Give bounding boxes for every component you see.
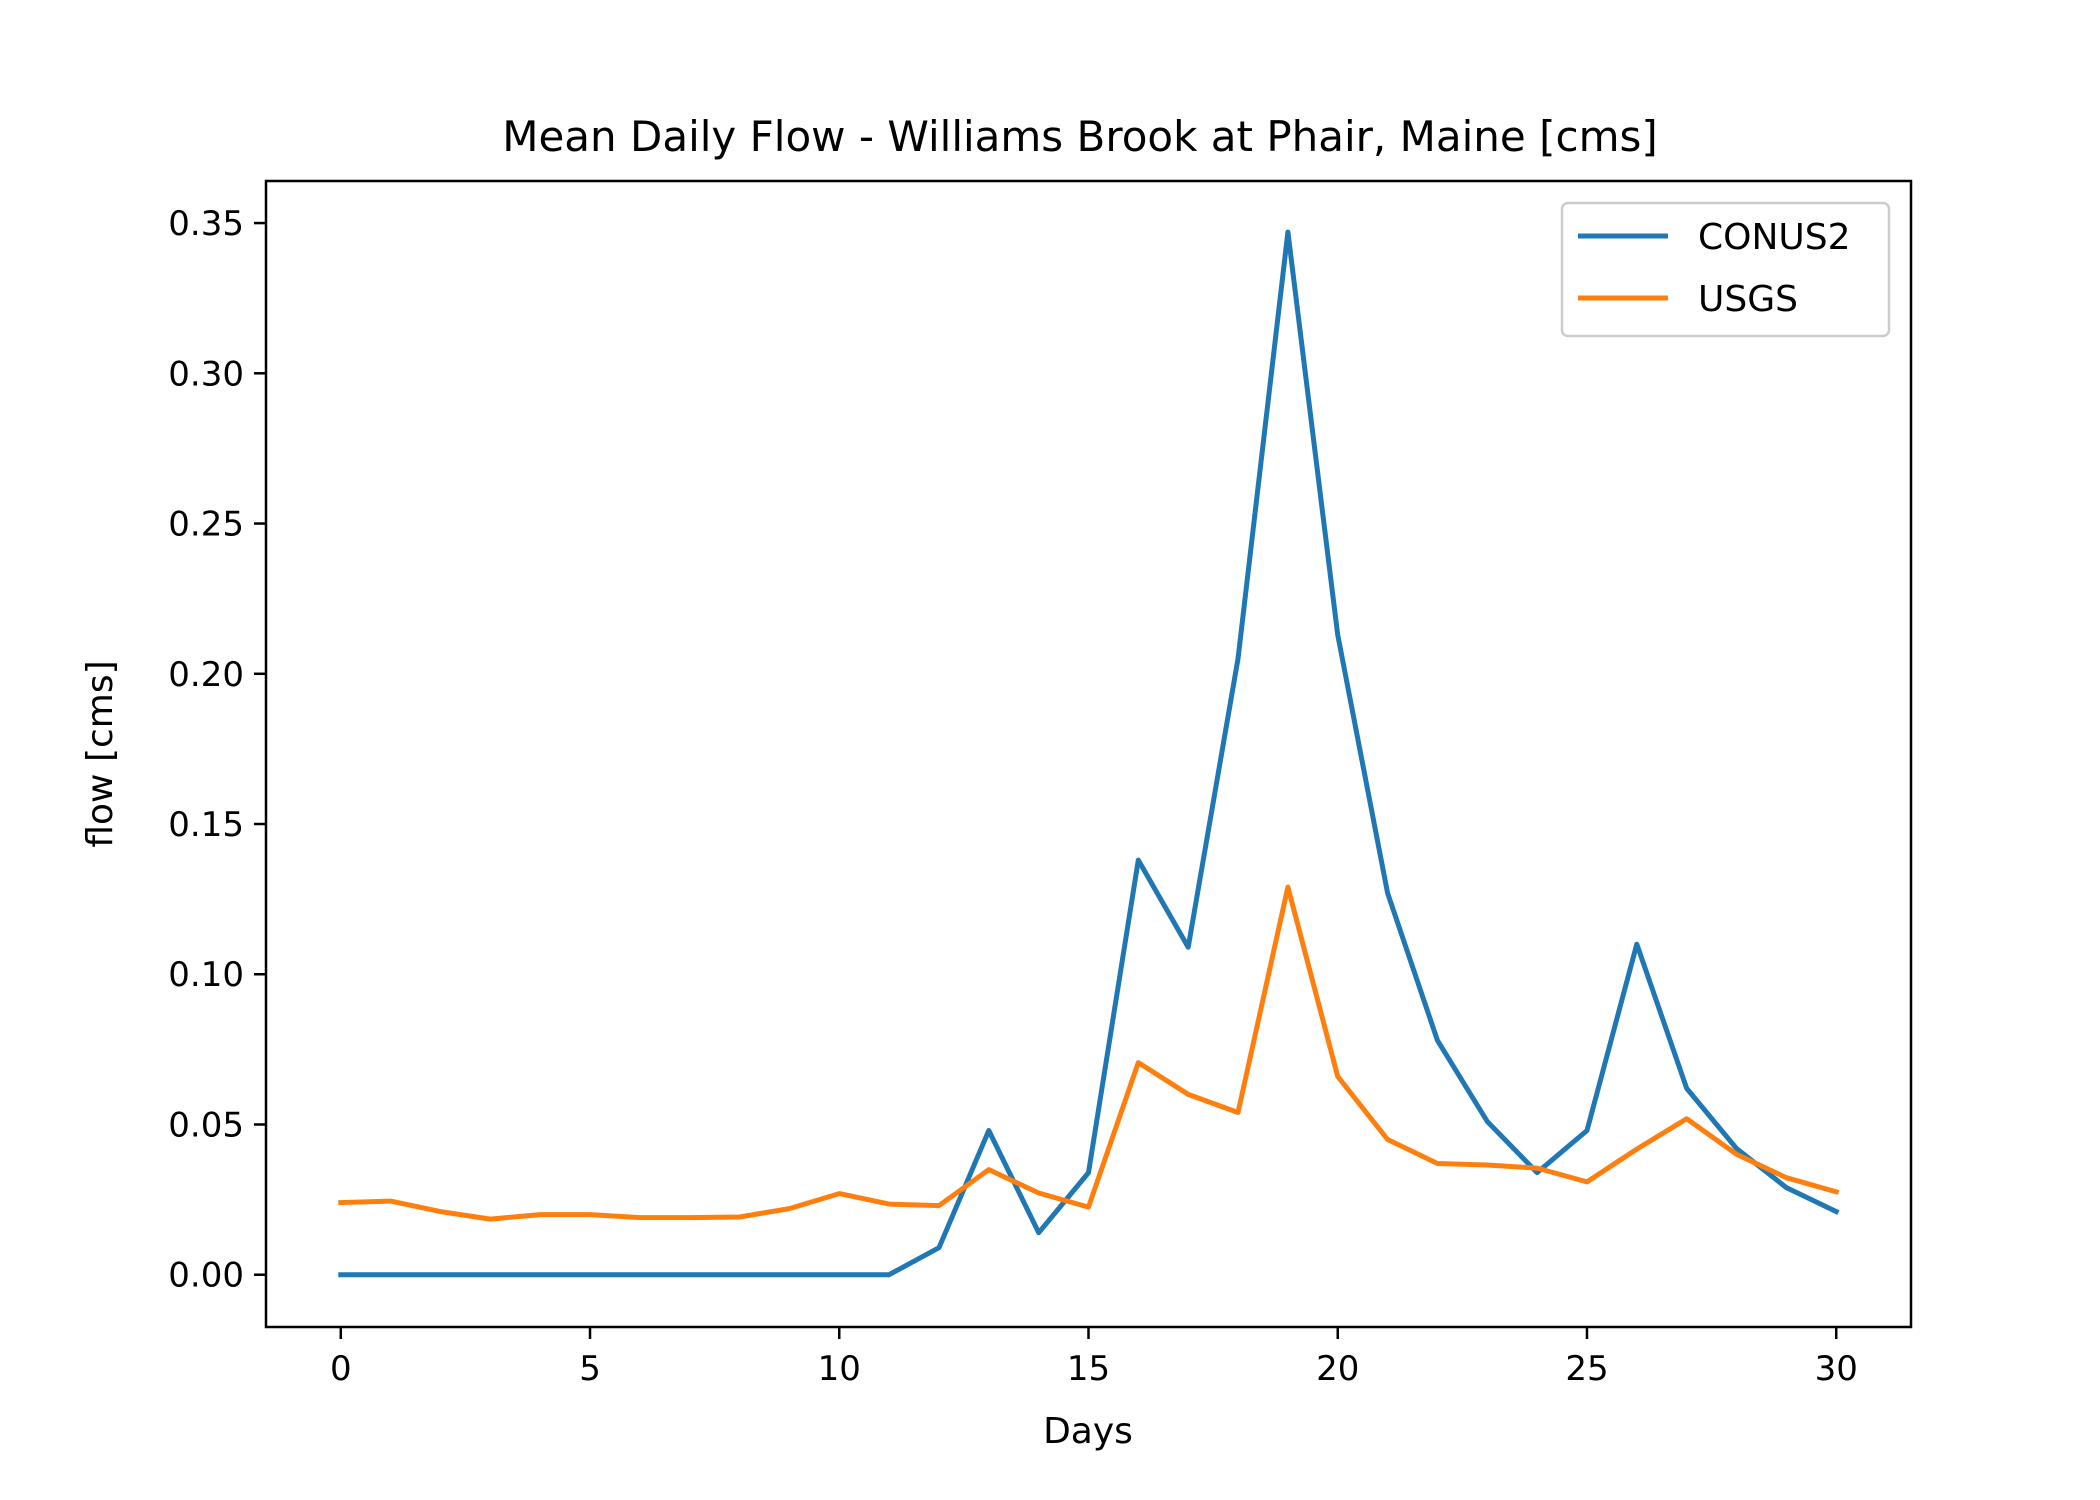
y-tick-label: 0.20 — [168, 655, 244, 695]
y-axis-label: flow [cms] — [80, 660, 121, 847]
x-tick-label: 25 — [1565, 1349, 1608, 1389]
legend: CONUS2 USGS — [1560, 201, 1891, 338]
x-tick-label: 0 — [330, 1349, 352, 1389]
series-line-conus2 — [338, 229, 1840, 1278]
legend-label-conus2: CONUS2 — [1698, 217, 1851, 258]
y-tick-label: 0.25 — [168, 505, 244, 545]
x-axis-ticks: 0 5 10 15 20 25 30 — [330, 1327, 1858, 1389]
x-tick-label: 15 — [1067, 1349, 1110, 1389]
chart-title: Mean Daily Flow - Williams Brook at Phai… — [502, 112, 1658, 161]
y-tick-label: 0.00 — [168, 1256, 244, 1296]
y-tick-label: 0.35 — [168, 204, 244, 244]
y-tick-label: 0.15 — [168, 805, 244, 845]
y-axis-ticks: 0.00 0.05 0.10 0.15 0.20 0.25 0.30 0.35 — [168, 204, 266, 1296]
x-tick-label: 30 — [1815, 1349, 1858, 1389]
y-tick-label: 0.30 — [168, 354, 244, 394]
legend-label-usgs: USGS — [1698, 279, 1798, 320]
x-tick-label: 5 — [579, 1349, 601, 1389]
x-tick-label: 20 — [1316, 1349, 1359, 1389]
y-tick-label: 0.05 — [168, 1105, 244, 1145]
y-tick-label: 0.10 — [168, 955, 244, 995]
series-line-usgs — [338, 884, 1840, 1222]
series-layer — [338, 229, 1840, 1278]
plot-area — [266, 181, 1911, 1327]
x-axis-label: Days — [1043, 1411, 1133, 1452]
x-tick-label: 10 — [818, 1349, 861, 1389]
